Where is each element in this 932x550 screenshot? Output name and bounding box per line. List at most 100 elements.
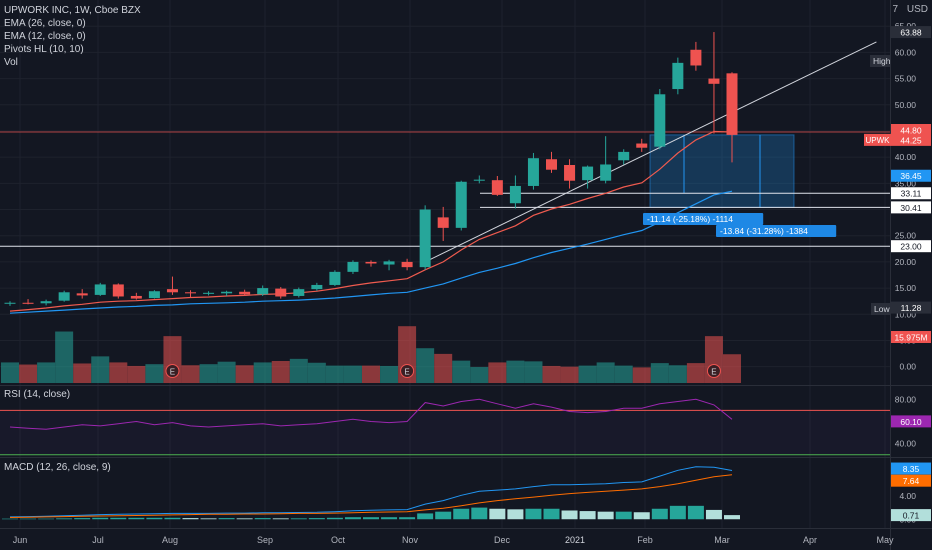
trend-line	[424, 41, 877, 263]
macd-histogram-bar	[705, 509, 722, 520]
volume-bar	[37, 362, 56, 383]
symbol-badge-bg	[864, 133, 891, 146]
high-value-badge: 63.88	[900, 28, 922, 38]
measure-label-2-bg	[716, 225, 837, 237]
macd-histogram-bar	[326, 517, 343, 520]
high-value-badge-bg	[891, 26, 931, 39]
candle-body	[564, 165, 576, 181]
rsi-line	[9, 398, 733, 430]
macd-histogram-bar	[525, 508, 542, 520]
price-tick: 60.00	[895, 47, 917, 57]
candle-body	[257, 288, 269, 295]
macd-histogram-bar	[56, 518, 73, 520]
earnings-marker-label: E	[170, 368, 175, 377]
badge-prev-close-bg	[891, 124, 931, 136]
earnings-marker	[400, 364, 415, 378]
macd-histogram-bar	[344, 517, 361, 520]
candle-body	[726, 73, 738, 135]
candle-body	[546, 159, 557, 170]
macd-line	[9, 466, 733, 518]
volume-bar	[506, 360, 525, 383]
macd-histogram-bar	[381, 517, 398, 520]
measure-label-1-bg	[643, 213, 764, 225]
candle-body	[293, 289, 305, 296]
price-tick: 35.00	[895, 178, 917, 188]
macd-histogram-bar	[2, 518, 18, 520]
histogram-value-badge: 0.71	[903, 511, 920, 521]
price-tick: 50.00	[895, 100, 917, 110]
time-tick: Jun	[13, 535, 28, 545]
macd-histogram-bar	[110, 517, 127, 520]
earnings-marker	[165, 364, 180, 378]
volume-bar	[686, 363, 705, 383]
volume-bar	[91, 356, 110, 383]
candle-body	[130, 295, 142, 299]
rsi-tick: 80.00	[895, 394, 917, 404]
time-tick: Feb	[637, 535, 653, 545]
volume-bar	[55, 331, 74, 383]
price-tick: 25.00	[895, 231, 917, 241]
candle-body	[419, 209, 431, 268]
time-tick: Nov	[402, 535, 419, 545]
volume-bar	[542, 365, 561, 383]
candle-body	[473, 179, 485, 181]
badge-level-1-bg	[891, 187, 931, 200]
signal-line	[9, 474, 733, 518]
indicator-ema26[interactable]: EMA (26, close, 0)	[4, 18, 86, 29]
candle-body	[221, 291, 233, 294]
volume-bar	[650, 363, 669, 383]
price-tick: 40.00	[895, 152, 917, 162]
candle-body	[76, 293, 88, 296]
volume-bar	[181, 365, 200, 383]
macd-histogram-bar	[20, 518, 37, 520]
volume-bar	[73, 363, 92, 383]
rsi-legend[interactable]: RSI (14, close)	[4, 389, 71, 400]
candle-body	[491, 180, 503, 195]
candle-body	[58, 292, 70, 301]
scale-corner: 7 USD	[887, 4, 928, 15]
candle-body	[203, 292, 215, 294]
macd-histogram-bar	[507, 509, 524, 520]
candle-body	[94, 284, 106, 295]
candle-body	[112, 284, 124, 297]
macd-histogram-bar	[200, 518, 217, 520]
currency-label[interactable]: USD	[906, 4, 928, 15]
signal-value-badge-bg	[891, 474, 931, 487]
candle-body	[437, 217, 449, 228]
price-tick: 10.00	[895, 309, 917, 319]
histogram-value-badge-bg	[891, 509, 931, 522]
time-tick: Jul	[92, 535, 104, 545]
earnings-marker	[706, 364, 721, 378]
time-tick: May	[876, 535, 894, 545]
macd-histogram-bar	[164, 517, 181, 520]
time-tick: Sep	[257, 535, 273, 545]
macd-histogram-bar	[724, 515, 740, 520]
rsi-band	[0, 410, 890, 455]
candle-body	[347, 261, 359, 272]
macd-histogram-bar	[272, 518, 289, 520]
macd-histogram-bar	[308, 518, 325, 520]
badge-level-3: 23.00	[900, 242, 922, 252]
badge-ema26-bg	[891, 169, 931, 182]
indicator-ema12[interactable]: EMA (12, close, 0)	[4, 31, 86, 42]
macd-histogram-bar	[254, 518, 271, 520]
macd-histogram-bar	[435, 511, 452, 520]
badge-volume: 15.975M	[894, 333, 927, 343]
macd-histogram-bar	[38, 518, 55, 520]
macd-legend[interactable]: MACD (12, 26, close, 9)	[4, 462, 111, 473]
volume-bar	[668, 365, 687, 383]
indicator-pivots[interactable]: Pivots HL (10, 10)	[4, 44, 84, 55]
candle-body	[708, 78, 720, 84]
time-tick: Dec	[494, 535, 511, 545]
macd-histogram-bar	[417, 513, 434, 520]
candle-body	[4, 302, 16, 304]
candle-body	[509, 185, 521, 204]
high-label: High	[873, 56, 891, 66]
indicator-volume[interactable]: Vol	[4, 57, 18, 68]
scale-counter[interactable]: 7	[892, 4, 899, 15]
symbol-title[interactable]: UPWORK INC, 1W, Cboe BZX	[4, 5, 141, 16]
macd-histogram-bar	[74, 518, 91, 520]
rsi-value-badge: 60.10	[900, 417, 922, 427]
volume-bar	[362, 365, 380, 383]
